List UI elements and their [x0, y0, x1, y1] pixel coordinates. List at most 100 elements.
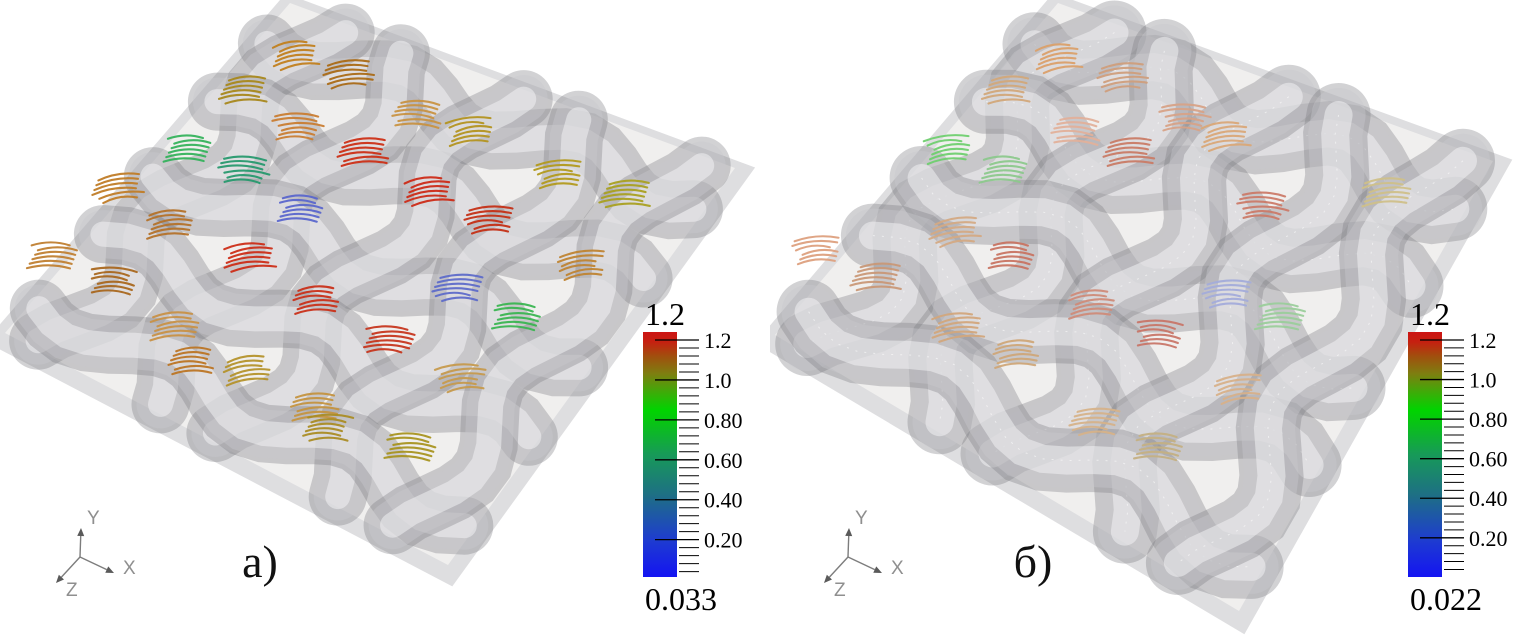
streamline-cluster: [222, 354, 271, 387]
streamline-cluster: [598, 179, 651, 209]
streamline-cluster: [302, 413, 355, 442]
colorbar-min-label: 0.033: [645, 581, 717, 617]
streamline-cluster: [791, 235, 840, 266]
x-axis-line: [79, 556, 108, 571]
z-axis-arrow-icon: [824, 574, 832, 583]
streamline-cluster: [1102, 137, 1156, 167]
streamline-cluster: [149, 311, 200, 342]
z-axis-arrow-icon: [56, 574, 64, 583]
streamline-cluster: [223, 242, 278, 273]
streamline-cluster: [167, 346, 214, 376]
streamline-cluster: [403, 176, 455, 207]
streamline-cluster: [556, 249, 605, 281]
streamline-cluster: [1133, 432, 1183, 462]
streamline-cluster: [1253, 302, 1306, 331]
streamline-cluster: [987, 241, 1035, 270]
yarn-tube: [775, 0, 1147, 376]
y-axis-arrow-icon: [77, 528, 85, 537]
streamline-cluster: [992, 339, 1040, 369]
streamline-cluster: [922, 134, 971, 166]
yarn-tube: [840, 203, 1342, 497]
woven-yarn-lattice: [9, 3, 731, 555]
yarn-tube: [1145, 128, 1495, 595]
x-axis-label: X: [123, 558, 136, 579]
render-view-a: X Y Z 1.2 0.033 0.20 0.40 0.60 0.80 1.0 1.2 а): [0, 0, 756, 617]
streamline-cluster: [533, 159, 582, 190]
streamline-cluster: [271, 40, 321, 72]
streamline-cluster: [980, 75, 1031, 105]
yarn-tube: [776, 279, 1284, 599]
yarn-tube: [9, 279, 494, 555]
streamline-cluster: [1200, 121, 1252, 152]
streamline-cluster: [276, 194, 324, 223]
streamline-cluster: [1201, 279, 1252, 309]
x-axis-label: X: [891, 558, 904, 579]
x-axis-arrow-icon: [105, 566, 114, 573]
y-axis-arrow-icon: [845, 528, 853, 537]
streamline-cluster: [491, 302, 541, 332]
streamline-cluster: [91, 172, 145, 205]
panel-label: б): [1014, 536, 1053, 587]
colorbar-tick-label: 0.40: [704, 488, 743, 513]
colorbar-gradient: [1408, 332, 1442, 577]
y-axis-label: Y: [855, 508, 868, 529]
z-axis-label: Z: [834, 580, 846, 601]
yarn-tube: [308, 90, 608, 526]
yarn-tube: [9, 3, 375, 370]
streamline-cluster: [271, 112, 325, 141]
streamline-cluster: [1236, 191, 1290, 221]
orientation-axes-widget: X Y Z: [824, 508, 904, 601]
streamline-cluster: [363, 325, 416, 354]
color-legend: 1.2 0.022 0.20 0.40 0.60 0.80 1.0 1.2: [1408, 296, 1508, 617]
yarn-tube: [1092, 83, 1371, 564]
colorbar-min-label: 0.022: [1410, 581, 1482, 617]
woven-yarn-lattice: [775, 0, 1495, 599]
streamline-cluster: [1068, 289, 1115, 320]
colorbar-tick-label: 0.40: [1469, 486, 1508, 511]
yarn-tube: [363, 136, 731, 555]
colorbar-gradient: [643, 332, 677, 577]
streamline-cluster: [336, 137, 390, 167]
orientation-axes-widget: X Y Z: [56, 508, 136, 601]
streamline-cluster: [90, 266, 138, 296]
colorbar-tick-label: 0.20: [1469, 526, 1508, 551]
streamline-cluster: [1050, 116, 1101, 146]
streamline-cluster: [444, 116, 493, 148]
color-legend: 1.2 0.033 0.20 0.40 0.60 0.80 1.0 1.2: [643, 296, 743, 617]
streamline-cluster: [1096, 62, 1150, 93]
streamline-cluster: [433, 363, 487, 394]
x-axis-arrow-icon: [873, 566, 882, 573]
colorbar-max-label: 1.2: [645, 296, 685, 332]
x-axis-line: [847, 556, 876, 571]
y-axis-line: [79, 535, 82, 558]
colorbar-tick-label: 1.2: [1469, 328, 1497, 353]
colorbar-max-label: 1.2: [1410, 296, 1450, 332]
streamline-cluster: [463, 205, 514, 235]
yarn-tube: [186, 70, 553, 462]
streamline-cluster: [25, 241, 78, 270]
colorbar-tick-label: 0.80: [704, 408, 743, 433]
streamline-cluster: [162, 134, 212, 163]
streamline-cluster: [217, 155, 271, 185]
streamline-cluster: [1361, 177, 1412, 208]
streamline-cluster: [931, 312, 986, 343]
z-axis-line: [828, 556, 849, 578]
colorbar-tick-label: 1.2: [704, 328, 732, 353]
streamline-cluster: [1034, 43, 1084, 75]
colorbar-tick-label: 1.0: [1469, 368, 1497, 393]
yarn-tube: [73, 205, 558, 466]
streamline-cluster: [928, 216, 982, 249]
streamline-cluster: [391, 99, 442, 129]
colorbar-tick-label: 0.80: [1469, 407, 1508, 432]
colorbar-tick-label: 0.60: [1469, 447, 1508, 472]
colorbar-tick-label: 1.0: [704, 368, 732, 393]
streamline-cluster: [217, 75, 268, 105]
streamline-cluster: [292, 285, 340, 315]
y-axis-line: [847, 535, 850, 558]
colorbar-tick-label: 0.20: [704, 528, 743, 553]
render-view-b: X Y Z 1.2 0.022 0.20 0.40 0.60 0.80 1.0 1.2 б): [770, 0, 1513, 635]
z-axis-label: Z: [66, 580, 78, 601]
z-axis-line: [60, 556, 81, 578]
y-axis-label: Y: [87, 508, 100, 529]
